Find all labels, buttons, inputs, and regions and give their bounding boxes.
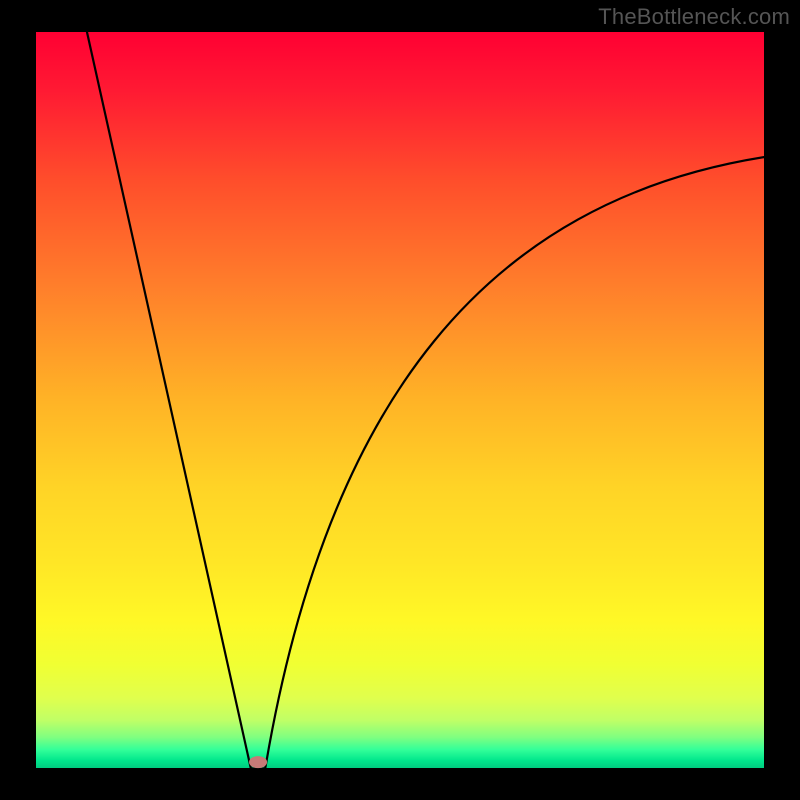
plot-background-gradient (36, 32, 764, 768)
minimum-marker (249, 756, 267, 768)
bottleneck-chart (0, 0, 800, 800)
watermark-text: TheBottleneck.com (598, 4, 790, 30)
